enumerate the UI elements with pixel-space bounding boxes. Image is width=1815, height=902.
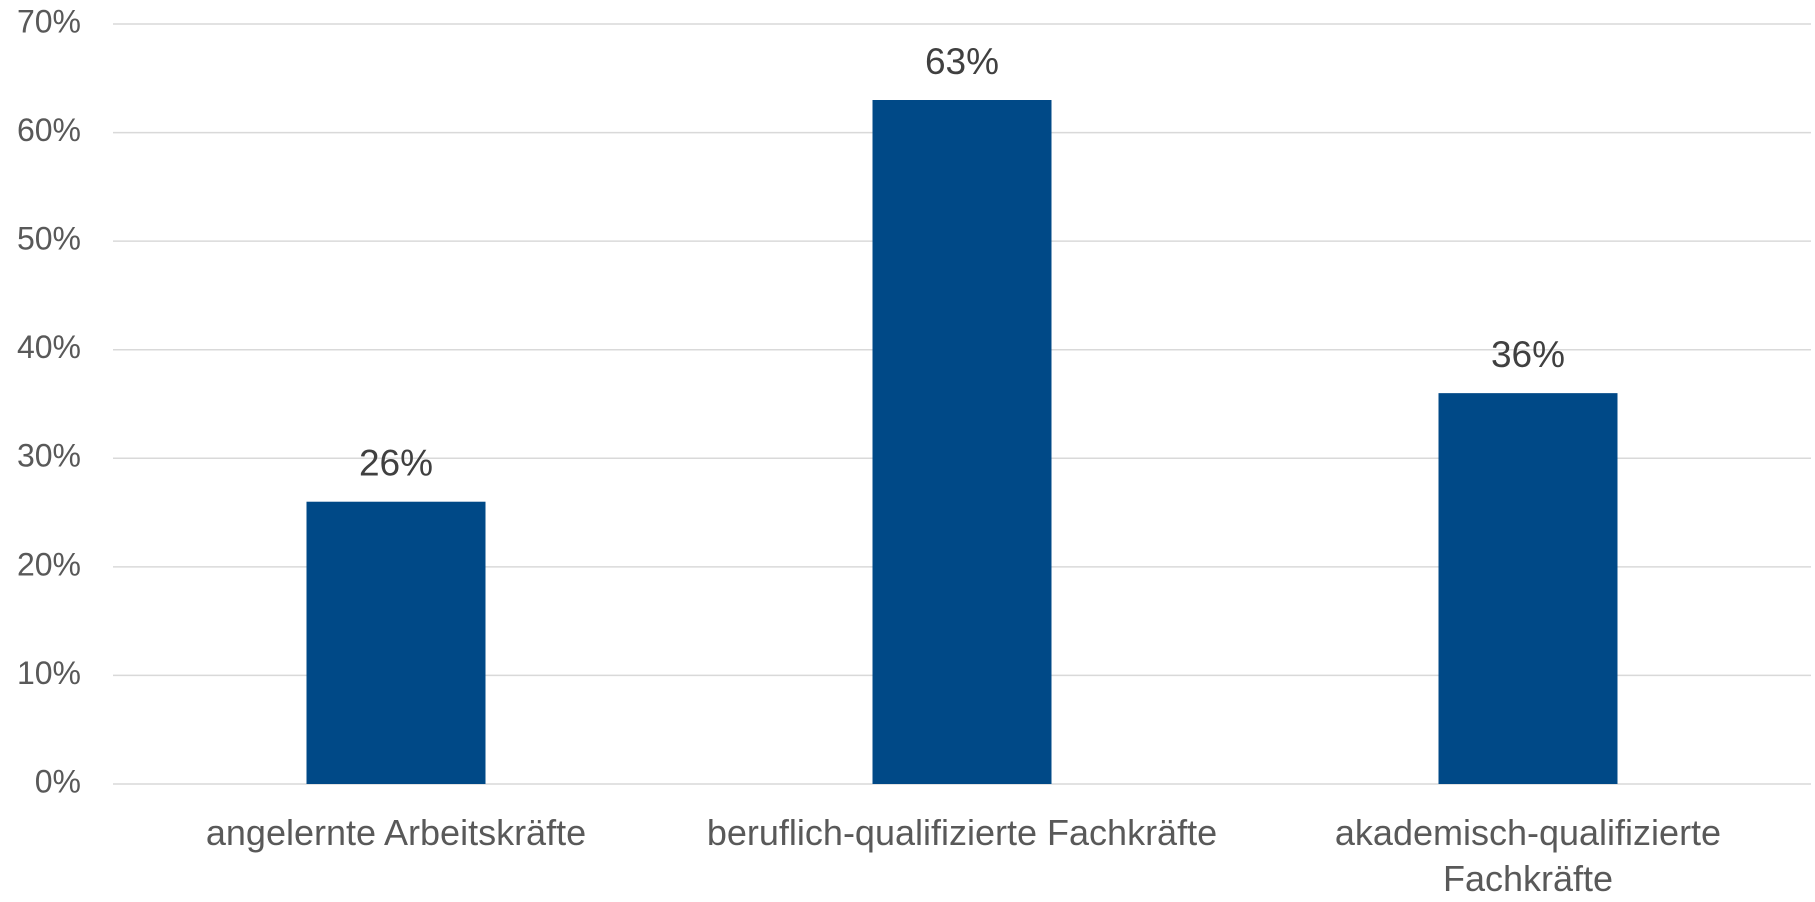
data-label: 26%	[359, 442, 433, 483]
y-tick-label: 60%	[17, 112, 81, 148]
bar	[872, 100, 1052, 784]
y-tick-label: 50%	[17, 221, 81, 257]
x-tick-label: angelernte Arbeitskräfte	[205, 812, 587, 853]
y-tick-label: 30%	[17, 438, 81, 474]
x-tick-label: akademisch-qualifizierte Fachkräfte	[1334, 812, 1722, 899]
bar	[306, 501, 486, 784]
bar	[1438, 393, 1618, 784]
data-label: 36%	[1491, 334, 1565, 375]
x-tick-label: beruflich-qualifizierte Fachkräfte	[706, 812, 1218, 853]
data-label: 63%	[925, 41, 999, 82]
y-tick-label: 20%	[17, 546, 81, 582]
y-tick-label: 10%	[17, 655, 81, 691]
y-tick-label: 0%	[35, 763, 81, 799]
y-tick-label: 70%	[17, 3, 81, 39]
y-tick-label: 40%	[17, 329, 81, 365]
